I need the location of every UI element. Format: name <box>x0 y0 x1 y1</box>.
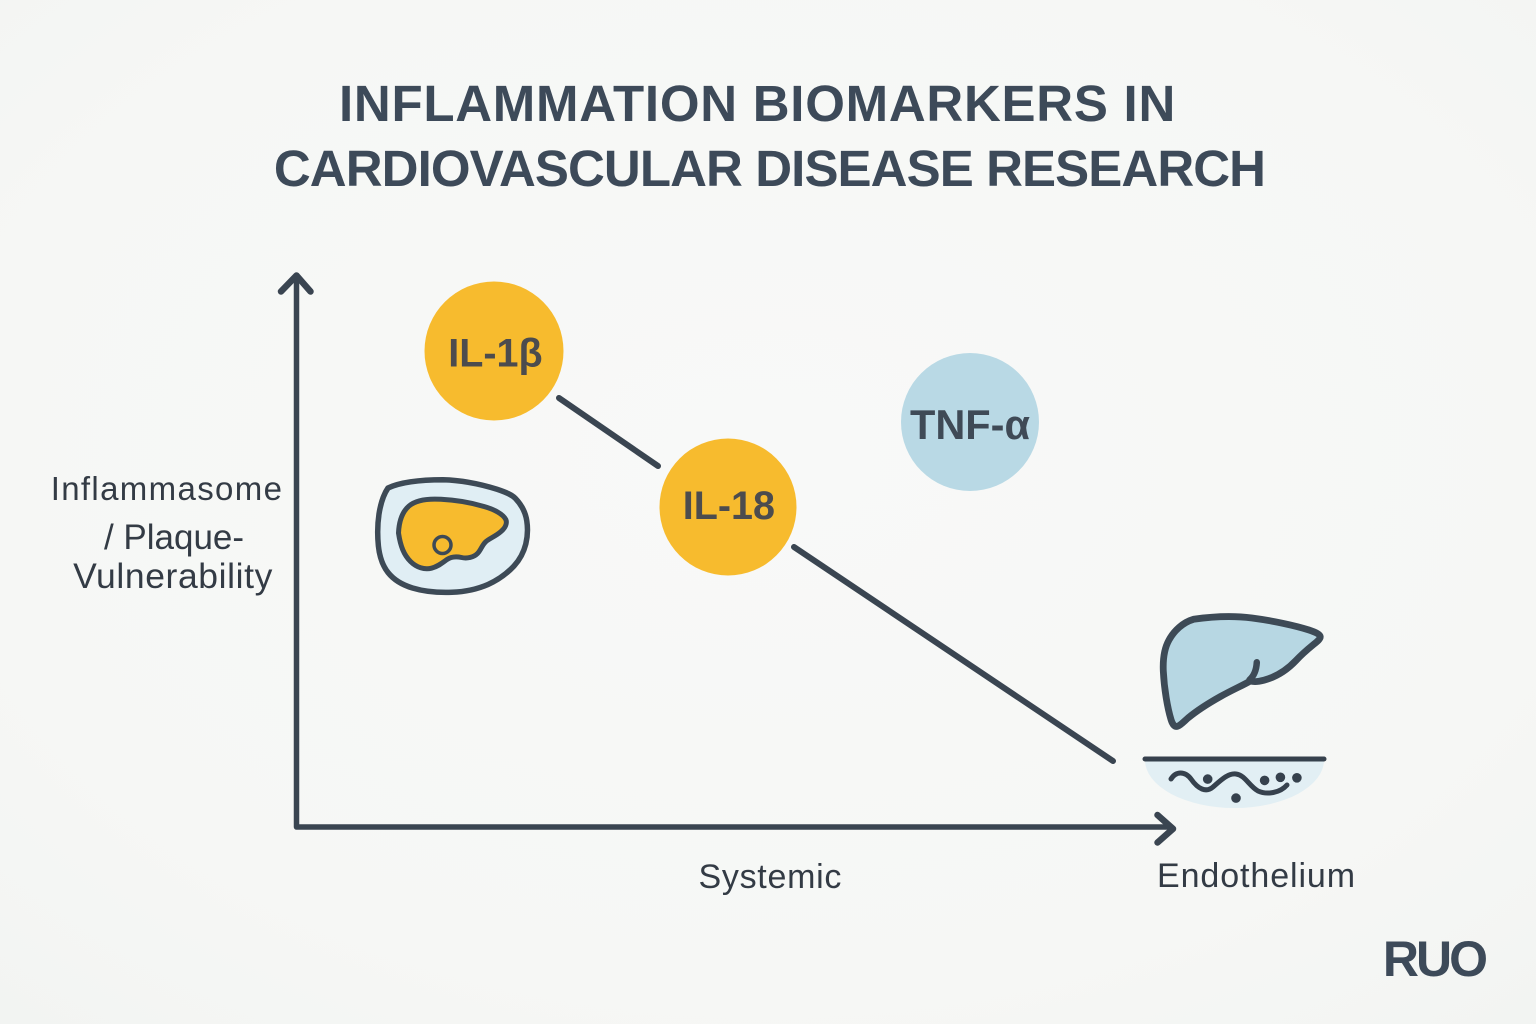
svg-text:IL-1β: IL-1β <box>448 331 542 375</box>
svg-text:INFLAMMATION BIOMARKERS IN: INFLAMMATION BIOMARKERS IN <box>339 75 1176 132</box>
svg-text:Endothelium: Endothelium <box>1157 857 1356 895</box>
svg-text:RUO: RUO <box>1383 931 1486 987</box>
svg-text:Inflammasome: Inflammasome <box>51 470 284 507</box>
svg-text:IL-18: IL-18 <box>683 484 775 528</box>
svg-text:Systemic: Systemic <box>699 858 843 896</box>
svg-text:Vulnerability: Vulnerability <box>73 556 273 596</box>
svg-text:CARDIOVASCULAR DISEASE RESEARC: CARDIOVASCULAR DISEASE RESEARCH <box>274 140 1265 197</box>
svg-text:/ Plaque-: / Plaque- <box>104 518 244 557</box>
svg-text:TNF-α: TNF-α <box>910 401 1030 448</box>
